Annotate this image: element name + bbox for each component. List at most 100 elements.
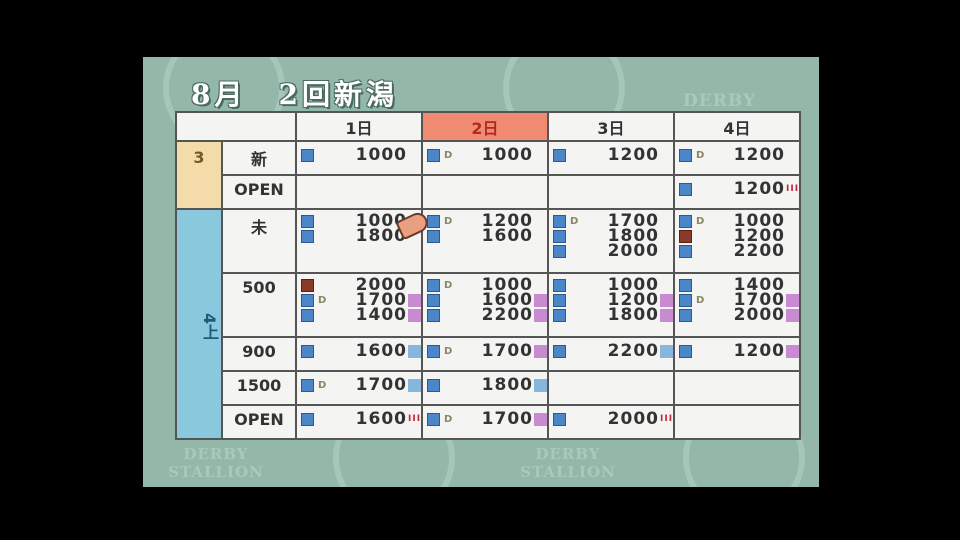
race-entry[interactable]: 1600 III [297,409,421,429]
race-cell[interactable] [673,404,801,440]
class-label: 1500 [221,370,297,406]
race-entry[interactable]: 2200 [423,305,547,325]
grade-badge-icon [786,309,799,322]
table-row: OPEN 1600 III D 1700 2000 III [176,404,801,440]
race-distance: 2200 [481,305,533,325]
course-icon [679,215,692,228]
race-cell[interactable] [547,174,675,210]
race-cell[interactable]: 1400 D 1700 2000 [673,272,801,338]
race-cell[interactable]: 1600 III [295,404,423,440]
race-entry[interactable]: 2000 [675,307,799,324]
race-cell[interactable]: D 1000 1600 2200 [421,272,549,338]
race-entry[interactable]: D 1200 [675,147,799,164]
race-cell[interactable] [295,174,423,210]
race-distance: 1800 [481,375,533,395]
race-cell[interactable]: 1200 III [673,174,801,210]
race-entry[interactable]: 1600 [423,292,547,309]
class-label: OPEN [221,174,297,210]
race-distance: 1600 [355,409,407,429]
grade-badge-icon [660,215,673,228]
race-entry[interactable]: 2000 [297,277,421,294]
grade-badge-icon [408,309,421,322]
race-cell[interactable]: D 1200 [673,140,801,176]
grade-badge-icon [534,149,547,162]
day-header-4[interactable]: 4日 [673,111,801,142]
race-entry[interactable]: D 1000 [423,277,547,294]
race-entry[interactable]: 1000 [297,145,421,165]
race-entry[interactable]: D 1000 [423,147,547,164]
course-icon [553,294,566,307]
race-cell[interactable] [421,174,549,210]
race-cell[interactable]: 2000 D 1700 1400 [295,272,423,338]
race-entry[interactable]: D 1200 [423,213,547,230]
race-cell[interactable]: 1200 [547,140,675,176]
race-entry[interactable]: D 1700 [675,292,799,309]
course-icon [301,379,314,392]
race-cell[interactable]: D 1000 [421,140,549,176]
race-entry[interactable]: 1200 [549,292,673,309]
race-cell[interactable]: D 1000 1200 2200 [673,208,801,274]
race-entry[interactable]: 2000 III [549,411,673,428]
race-entry[interactable]: D 1000 [675,213,799,230]
race-cell[interactable]: D 1700 1800 2000 [547,208,675,274]
race-entry[interactable]: 1400 [675,275,799,295]
dirt-marker: D [696,216,706,227]
grade-badge-icon [534,230,547,243]
race-entry[interactable]: 1200 [549,145,673,165]
day-header-1[interactable]: 1日 [295,111,423,142]
header-corner [175,111,297,142]
race-entry[interactable]: 1200 [675,343,799,360]
race-entry[interactable]: D 1700 [297,292,421,309]
race-entry[interactable]: 1800 [423,375,547,395]
race-cell[interactable] [673,370,801,406]
race-entry[interactable]: D 1700 [423,409,547,429]
race-entry[interactable]: 2000 [549,241,673,261]
race-distance: 1700 [481,409,533,429]
race-cell[interactable]: 1200 [673,336,801,372]
course-icon [679,345,692,358]
race-distance: 2000 [607,241,659,261]
day-header-2[interactable]: 2日 [421,111,549,142]
course-icon [553,245,566,258]
race-cell[interactable]: 1000 1200 1800 [547,272,675,338]
race-cell[interactable]: 1000 [295,140,423,176]
race-entry[interactable]: 2200 [549,343,673,360]
race-cell[interactable]: 1000 1800 [295,208,423,274]
race-distance: 1000 [355,145,407,165]
race-entry[interactable]: 1600 [423,228,547,245]
day-header-3[interactable]: 3日 [547,111,675,142]
grade-badge-icon [534,215,547,228]
race-entry[interactable]: 1600 [297,343,421,360]
race-distance: 1200 [607,145,659,165]
race-entry[interactable]: 1800 [549,307,673,324]
grade-badge-icon [660,230,673,243]
race-cell[interactable]: D 1200 1600 [421,208,549,274]
race-entry[interactable]: D 1700 [549,213,673,230]
race-cell[interactable]: 2000 III [547,404,675,440]
grade-badge-icon: III [786,184,800,194]
course-icon [301,345,314,358]
race-cell[interactable]: D 1700 [421,404,549,440]
race-cell[interactable] [547,370,675,406]
race-distance: 1000 [355,211,407,231]
race-entry[interactable]: 1800 [297,228,421,245]
race-cell[interactable]: 1800 [421,370,549,406]
race-entry[interactable]: 1400 [297,307,421,324]
race-entry[interactable]: D 1700 [297,377,421,394]
race-entry[interactable]: 1000 [549,277,673,294]
race-cell[interactable]: 1600 [295,336,423,372]
race-distance: 1400 [733,275,785,295]
grade-badge-icon [534,379,547,392]
race-cell[interactable]: 2200 [547,336,675,372]
race-entry[interactable]: 1200 III [675,181,800,198]
race-entry[interactable]: 1200 [675,228,799,245]
race-entry[interactable]: D 1700 [423,343,547,360]
course-icon [427,215,440,228]
race-cell[interactable]: D 1700 [421,336,549,372]
table-row: OPEN 1200 III [176,174,801,210]
race-entry[interactable]: 2200 [675,243,799,260]
race-entry[interactable]: 1000 [297,211,421,231]
course-icon [301,230,314,243]
race-entry[interactable]: 1800 [549,228,673,245]
race-cell[interactable]: D 1700 [295,370,423,406]
